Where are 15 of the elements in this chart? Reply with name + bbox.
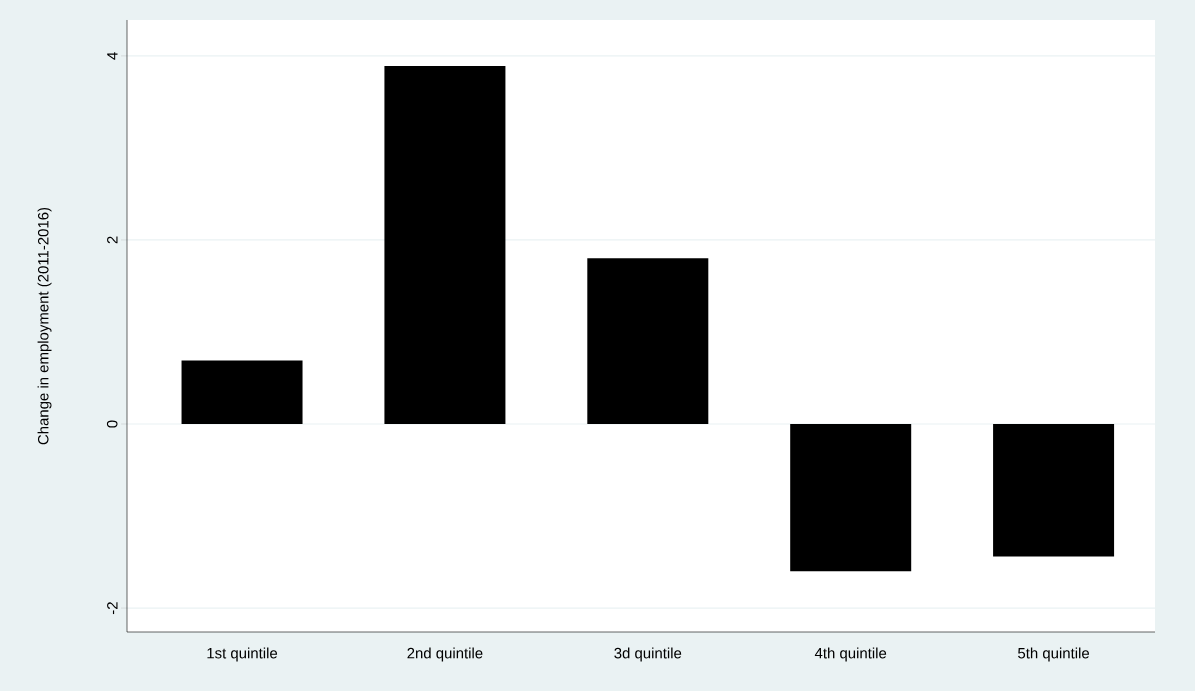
bar: [587, 258, 709, 425]
x-tick-label: 1st quintile: [207, 647, 278, 662]
y-tick-label: 4: [107, 52, 118, 60]
x-tick-label: 5th quintile: [1018, 647, 1090, 662]
y-tick-label: -2: [107, 602, 118, 615]
x-tick-label: 2nd quintile: [407, 647, 483, 662]
bar: [384, 66, 506, 425]
y-axis-title: Change in employment (2011-2016): [37, 207, 52, 445]
x-tick-label: 3d quintile: [614, 647, 682, 662]
y-tick-label: 0: [106, 420, 118, 428]
x-tick-label: 4th quintile: [814, 647, 887, 662]
bar: [993, 424, 1115, 557]
bar: [790, 424, 912, 572]
bar: [181, 360, 303, 425]
y-tick-label: 2: [107, 236, 118, 244]
